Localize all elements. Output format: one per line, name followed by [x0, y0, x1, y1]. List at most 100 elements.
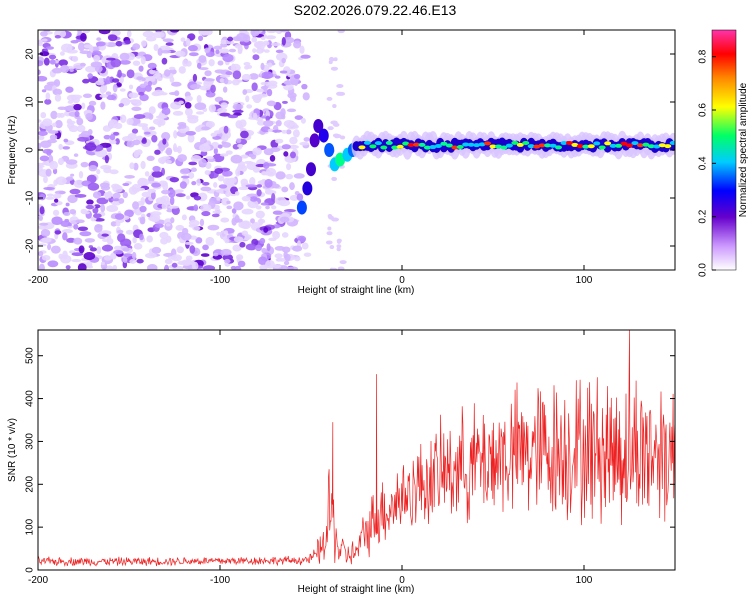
noise-blob [217, 107, 228, 113]
noise-blob [122, 261, 128, 269]
noise-blob [279, 213, 290, 218]
band-core [609, 143, 617, 148]
noise-blob [85, 113, 93, 121]
noise-blob [299, 45, 305, 54]
noise-blob [49, 134, 58, 141]
noise-blob [325, 240, 333, 245]
noise-blob [174, 90, 180, 97]
noise-blob [281, 129, 287, 134]
band-core [489, 144, 497, 149]
noise-blob [251, 36, 258, 43]
noise-blob [254, 40, 266, 50]
noise-blob [53, 198, 59, 203]
noise-blob [101, 233, 109, 237]
noise-blob [255, 244, 262, 252]
noise-blob [329, 245, 335, 250]
noise-blob [303, 252, 312, 257]
noise-blob [86, 265, 94, 269]
noise-blob [193, 195, 202, 201]
noise-blob [176, 246, 185, 254]
noise-blob [232, 70, 242, 80]
band-core [374, 141, 382, 146]
noise-blob [191, 261, 199, 270]
noise-blob [238, 186, 250, 191]
noise-blob [248, 153, 254, 158]
noise-blob [289, 136, 298, 145]
band-core [413, 142, 421, 147]
spectrogram-x-tick-label: -200 [28, 275, 48, 286]
noise-blob [157, 47, 163, 56]
noise-blob [157, 76, 163, 82]
band-core [380, 145, 388, 150]
noise-blob [71, 55, 79, 62]
noise-blob [231, 79, 240, 86]
noise-blob [252, 94, 262, 104]
noise-blob [50, 245, 61, 254]
noise-blob [43, 186, 55, 191]
band-core [527, 144, 535, 149]
noise-blob [118, 197, 125, 204]
noise-blob [39, 155, 50, 162]
noise-blob [106, 237, 114, 245]
noise-blob [146, 263, 158, 270]
noise-blob [39, 206, 45, 215]
noise-blob [252, 48, 257, 53]
noise-blob [271, 42, 281, 47]
snr-y-label: SNR (10 * v/v) [7, 418, 18, 482]
noise-blob [249, 196, 258, 202]
noise-blob [279, 70, 288, 74]
noise-blob [262, 162, 270, 170]
band-core [538, 143, 546, 148]
noise-blob [275, 257, 282, 262]
noise-blob [48, 54, 57, 60]
noise-blob [205, 121, 215, 128]
noise-blob [261, 171, 274, 176]
noise-blob [286, 121, 298, 130]
noise-blob [77, 42, 85, 52]
noise-blob [85, 65, 97, 73]
noise-blob [293, 40, 302, 49]
noise-blob [103, 167, 112, 174]
noise-blob [44, 98, 52, 105]
noise-blob [73, 103, 82, 111]
noise-blob [88, 164, 98, 172]
band-core [636, 143, 644, 148]
noise-blob [69, 188, 81, 195]
noise-blob [141, 125, 149, 131]
snr-x-tick-label: 100 [576, 575, 593, 586]
band-core [511, 140, 519, 145]
noise-blob [119, 59, 131, 65]
noise-blob [140, 216, 146, 225]
snr-y-tick-label: 400 [25, 390, 36, 407]
noise-blob [39, 193, 46, 201]
noise-blob [220, 102, 228, 109]
band-core [593, 141, 601, 146]
band-core [391, 145, 399, 150]
noise-blob [246, 64, 253, 69]
snr-frame [37, 329, 676, 571]
noise-blob [161, 107, 171, 116]
noise-blob [83, 252, 96, 261]
noise-blob [202, 181, 210, 186]
noise-blob [213, 147, 218, 155]
noise-blob [58, 143, 63, 150]
noise-blob [76, 117, 84, 126]
colorbar-gradient [711, 29, 737, 271]
noise-blob [38, 119, 42, 123]
band-core [669, 140, 675, 145]
noise-blob [151, 134, 158, 143]
noise-blob [126, 30, 132, 38]
noise-blob [111, 183, 120, 189]
noise-blob [281, 57, 286, 64]
noise-blob [247, 199, 259, 209]
noise-blob [217, 175, 225, 182]
noise-blob [71, 252, 84, 257]
band-core [565, 140, 573, 145]
noise-blob [200, 186, 212, 192]
noise-blob [178, 66, 186, 74]
band-core [664, 144, 672, 149]
noise-blob [124, 209, 134, 218]
noise-blob [175, 193, 186, 198]
noise-blob [239, 241, 246, 248]
noise-blob [170, 81, 182, 87]
